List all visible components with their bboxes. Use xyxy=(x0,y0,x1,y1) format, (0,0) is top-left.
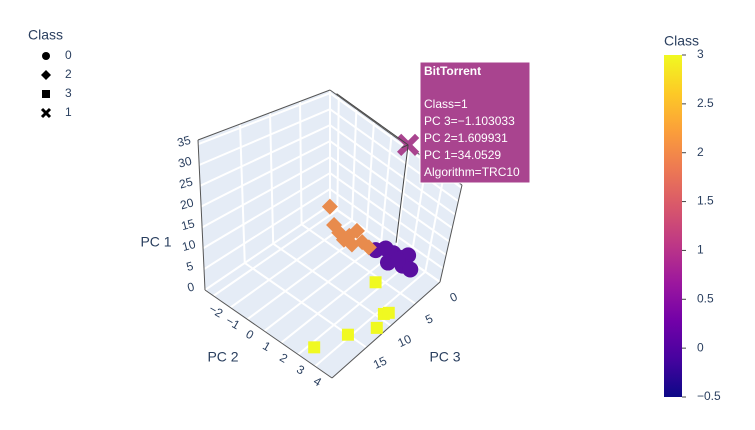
grid-line xyxy=(329,108,459,202)
point xyxy=(341,328,354,341)
grid-line xyxy=(329,172,447,256)
grid-line xyxy=(329,140,453,229)
colorbar xyxy=(664,55,682,397)
wall xyxy=(330,90,462,282)
z-tick-label: 25 xyxy=(178,174,195,191)
colorbar-tick-label: 0.5 xyxy=(697,291,714,305)
tooltip-line: PC 2=1.609931 xyxy=(424,131,508,145)
tooltip-line: PC 1=34.0529 xyxy=(424,148,501,162)
axis-title: PC 1 xyxy=(140,234,171,250)
grid-line xyxy=(201,156,331,229)
colorbar-tick-label: 1 xyxy=(697,243,704,257)
colorbar-tick-label: 2 xyxy=(697,145,704,159)
legend-label: 0 xyxy=(65,48,72,62)
x-tick-label: 1 xyxy=(260,339,273,355)
grid-line xyxy=(329,188,444,270)
axis-title: PC 2 xyxy=(207,349,238,365)
grid-line xyxy=(229,219,353,309)
grid-line xyxy=(203,188,331,271)
z-tick-label: 10 xyxy=(181,237,198,254)
legend-symbol xyxy=(42,90,50,98)
tooltip-line: PC 3=−1.103033 xyxy=(424,114,515,128)
grid-line xyxy=(272,242,392,327)
point xyxy=(360,239,377,256)
legend-label: 1 xyxy=(65,105,72,119)
y-tick-label: 5 xyxy=(423,311,435,327)
point xyxy=(402,261,419,278)
x-tick-label: 3 xyxy=(294,362,307,378)
tooltip-title: BitTorrent xyxy=(424,64,481,78)
tooltip-line: Algorithm=TRC10 xyxy=(424,165,520,179)
colorbar-tick-label: 1.5 xyxy=(697,194,714,208)
z-tick-label: 15 xyxy=(180,216,197,233)
grid-line xyxy=(314,270,426,368)
grid-line xyxy=(198,108,331,166)
x-tick-label: 0 xyxy=(243,327,256,343)
point xyxy=(382,306,395,319)
axis-title: PC 3 xyxy=(429,349,460,365)
point xyxy=(321,198,338,215)
colorbar-tick-label: −0.5 xyxy=(697,389,721,403)
grid-line xyxy=(204,204,331,291)
grid-line xyxy=(301,223,417,305)
point xyxy=(308,341,321,354)
point xyxy=(343,236,360,253)
z-tick-label: 5 xyxy=(185,259,195,274)
point xyxy=(389,251,406,268)
colorbar-tick-label: 2.5 xyxy=(697,96,714,110)
x-tick-label: 4 xyxy=(311,374,324,390)
grid-line xyxy=(199,124,331,187)
box-edge xyxy=(331,281,441,379)
y-tick-label: 15 xyxy=(371,353,389,371)
grid-line xyxy=(280,250,397,344)
colorbar-tick-label: 3 xyxy=(697,47,704,61)
point xyxy=(369,276,382,289)
legend-label: 3 xyxy=(65,86,72,100)
spike-line xyxy=(395,144,409,243)
point xyxy=(370,321,383,334)
z-tick-label: 0 xyxy=(186,279,196,294)
grid-line xyxy=(297,260,412,356)
tooltip: BitTorrent Class=1 PC 3=−1.103033 PC 2=1.60… xyxy=(419,61,531,184)
x-tick-label: −1 xyxy=(223,313,242,332)
legend-symbol xyxy=(40,107,52,119)
spike-line xyxy=(401,144,409,149)
grid-line xyxy=(202,172,331,250)
box-edge xyxy=(197,89,331,141)
grid-line xyxy=(329,156,450,243)
z-tick-label: 20 xyxy=(179,195,196,212)
tooltip-line: Class=1 xyxy=(424,97,468,111)
point xyxy=(348,222,365,239)
legend-symbol xyxy=(42,52,50,60)
x-tick-label: −2 xyxy=(206,302,225,321)
legend-symbol xyxy=(41,70,51,80)
grid-line xyxy=(197,92,331,146)
box-edge xyxy=(439,184,463,283)
tooltip-box xyxy=(419,61,531,184)
grid-line xyxy=(212,209,338,297)
box-edge xyxy=(197,139,206,291)
legend-title: Class xyxy=(28,27,63,43)
x-tick-label: 2 xyxy=(277,350,290,366)
grid-line xyxy=(263,240,382,332)
z-tick-label: 35 xyxy=(176,133,193,150)
box-edge xyxy=(204,289,333,379)
y-tick-label: 0 xyxy=(448,289,460,305)
grid-line xyxy=(200,140,331,208)
y-tick-label: 10 xyxy=(396,332,414,350)
colorbar-tick-label: 0 xyxy=(697,340,704,354)
spike-line xyxy=(336,93,409,146)
z-tick-label: 30 xyxy=(177,154,194,171)
grid-line xyxy=(329,124,456,216)
legend-label: 2 xyxy=(65,67,72,81)
colorbar-title: Class xyxy=(664,33,699,49)
